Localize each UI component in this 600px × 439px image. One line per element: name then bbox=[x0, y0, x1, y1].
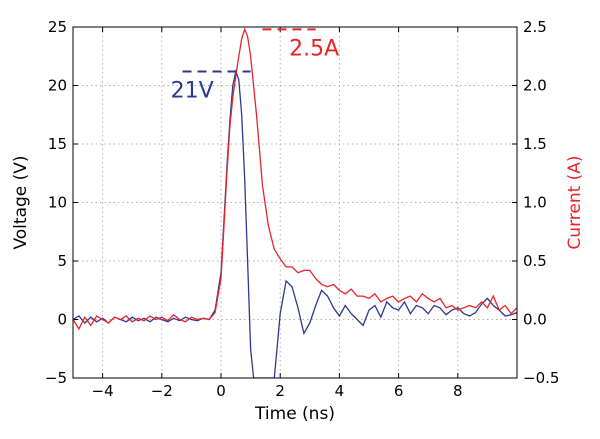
y-tick-label: 5 bbox=[57, 252, 67, 270]
y-tick-label: 0 bbox=[57, 311, 67, 329]
y2-tick-label: 2.5 bbox=[523, 18, 547, 36]
x-tick-label: 6 bbox=[394, 382, 404, 400]
annotation-label: 21V bbox=[171, 78, 214, 103]
y2-tick-label: 0.5 bbox=[523, 252, 547, 270]
y2-tick-label: 1.0 bbox=[523, 194, 547, 212]
y2-tick-label: −0.5 bbox=[523, 369, 559, 387]
voltage-series-line bbox=[73, 69, 517, 378]
plot-frame bbox=[72, 26, 518, 379]
x-tick-label: 4 bbox=[335, 382, 345, 400]
x-tick-label: −2 bbox=[151, 382, 173, 400]
y2-tick-label: 0.0 bbox=[523, 311, 547, 329]
y-tick-label: 10 bbox=[48, 194, 67, 212]
y-tick-label: −5 bbox=[45, 369, 67, 387]
y-tick-label: 15 bbox=[48, 135, 67, 153]
y-axis-label-voltage: Voltage (V) bbox=[11, 155, 31, 249]
y2-tick-label: 2.0 bbox=[523, 77, 547, 95]
annotation-label: 2.5A bbox=[289, 36, 339, 61]
x-tick-label: 0 bbox=[216, 382, 226, 400]
x-tick-label: −4 bbox=[92, 382, 114, 400]
x-tick-label: 2 bbox=[275, 382, 285, 400]
series bbox=[73, 27, 517, 378]
grid bbox=[73, 27, 517, 378]
x-tick-label: 8 bbox=[453, 382, 463, 400]
annotations: 21V 2.5A bbox=[171, 28, 339, 103]
x-axis-label: Time (ns) bbox=[254, 404, 335, 424]
current-series-line bbox=[73, 27, 517, 331]
ticks: −4 −2 0 2 4 6 8 −5 0 5 10 15 20 25 −0.5 0.0 0.5 1.0 1.5 2.0… bbox=[45, 18, 560, 400]
y2-tick-label: 1.5 bbox=[523, 135, 547, 153]
y2-axis-label-current: Current (A) bbox=[565, 155, 585, 249]
y-tick-label: 20 bbox=[48, 77, 67, 95]
y-tick-label: 25 bbox=[48, 18, 67, 36]
